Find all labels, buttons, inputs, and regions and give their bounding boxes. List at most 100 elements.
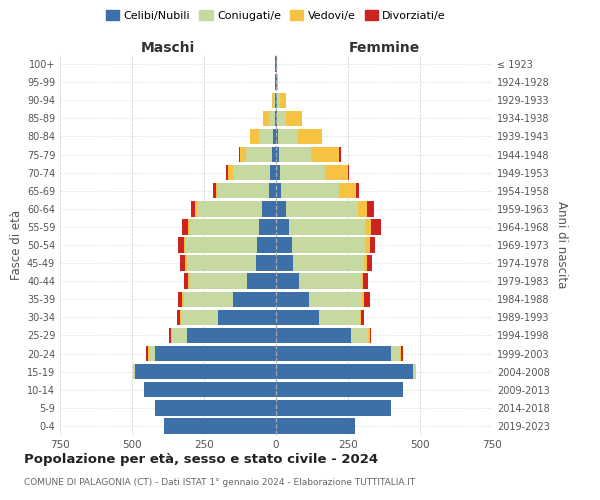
Bar	[155, 400, 276, 415]
Bar	[276, 110, 277, 126]
Bar	[275, 92, 276, 108]
Bar	[361, 274, 363, 289]
Bar	[273, 128, 276, 144]
Bar	[269, 110, 275, 126]
Bar	[293, 256, 364, 271]
Bar	[276, 256, 293, 271]
Bar	[218, 183, 269, 198]
Bar	[190, 274, 247, 289]
Bar	[276, 147, 279, 162]
Bar	[272, 92, 274, 108]
Bar	[184, 238, 185, 252]
Bar	[218, 310, 276, 325]
Bar	[178, 238, 184, 252]
Bar	[281, 183, 339, 198]
Bar	[280, 92, 286, 108]
Bar	[179, 310, 181, 325]
Bar	[276, 201, 286, 216]
Bar	[276, 183, 281, 198]
Bar	[188, 274, 190, 289]
Bar	[276, 92, 277, 108]
Text: COMUNE DI PALAGONIA (CT) - Dati ISTAT 1° gennaio 2024 - Elaborazione TUTTITALIA.: COMUNE DI PALAGONIA (CT) - Dati ISTAT 1°…	[24, 478, 415, 487]
Bar	[191, 201, 196, 216]
Bar	[247, 274, 276, 289]
Bar	[364, 256, 367, 271]
Bar	[276, 364, 413, 380]
Bar	[348, 165, 349, 180]
Bar	[184, 292, 233, 307]
Bar	[196, 201, 197, 216]
Bar	[146, 346, 148, 362]
Bar	[262, 201, 276, 216]
Bar	[172, 328, 187, 343]
Bar	[274, 92, 275, 108]
Bar	[263, 110, 269, 126]
Bar	[270, 165, 276, 180]
Bar	[256, 256, 276, 271]
Bar	[257, 238, 276, 252]
Bar	[187, 328, 276, 343]
Bar	[292, 238, 365, 252]
Bar	[339, 183, 356, 198]
Bar	[259, 219, 276, 234]
Bar	[240, 147, 246, 162]
Text: Popolazione per età, sesso e stato civile - 2024: Popolazione per età, sesso e stato civil…	[24, 452, 378, 466]
Bar	[179, 256, 185, 271]
Bar	[401, 346, 403, 362]
Bar	[250, 128, 259, 144]
Bar	[400, 346, 401, 362]
Bar	[184, 274, 188, 289]
Bar	[164, 418, 276, 434]
Bar	[280, 165, 325, 180]
Bar	[276, 219, 289, 234]
Bar	[391, 346, 400, 362]
Bar	[233, 292, 276, 307]
Bar	[182, 219, 188, 234]
Bar	[233, 165, 270, 180]
Bar	[148, 346, 149, 362]
Bar	[278, 128, 298, 144]
Bar	[155, 346, 276, 362]
Bar	[276, 382, 403, 398]
Bar	[309, 292, 362, 307]
Bar	[185, 238, 257, 252]
Bar	[289, 219, 365, 234]
Bar	[259, 128, 273, 144]
Bar	[226, 165, 229, 180]
Bar	[272, 147, 276, 162]
Bar	[276, 418, 355, 434]
Bar	[182, 292, 184, 307]
Bar	[365, 238, 370, 252]
Bar	[298, 128, 322, 144]
Bar	[190, 219, 259, 234]
Y-axis label: Fasce di età: Fasce di età	[10, 210, 23, 280]
Bar	[277, 74, 278, 90]
Bar	[246, 147, 272, 162]
Bar	[277, 92, 280, 108]
Text: Femmine: Femmine	[349, 41, 419, 55]
Bar	[171, 328, 172, 343]
Bar	[365, 219, 371, 234]
Bar	[276, 165, 280, 180]
Bar	[311, 147, 340, 162]
Bar	[276, 400, 391, 415]
Y-axis label: Anni di nascita: Anni di nascita	[555, 202, 568, 288]
Bar	[133, 364, 135, 380]
Bar	[276, 346, 391, 362]
Bar	[279, 147, 311, 162]
Bar	[276, 310, 319, 325]
Bar	[276, 238, 292, 252]
Bar	[299, 274, 361, 289]
Bar	[359, 310, 361, 325]
Legend: Celibi/Nubili, Coniugati/e, Vedovi/e, Divorziati/e: Celibi/Nubili, Coniugati/e, Vedovi/e, Di…	[101, 6, 451, 25]
Bar	[149, 346, 155, 362]
Bar	[188, 219, 190, 234]
Bar	[239, 147, 240, 162]
Bar	[187, 256, 256, 271]
Bar	[363, 274, 368, 289]
Bar	[358, 201, 367, 216]
Bar	[319, 310, 359, 325]
Bar	[368, 328, 370, 343]
Bar	[361, 310, 364, 325]
Bar	[276, 274, 299, 289]
